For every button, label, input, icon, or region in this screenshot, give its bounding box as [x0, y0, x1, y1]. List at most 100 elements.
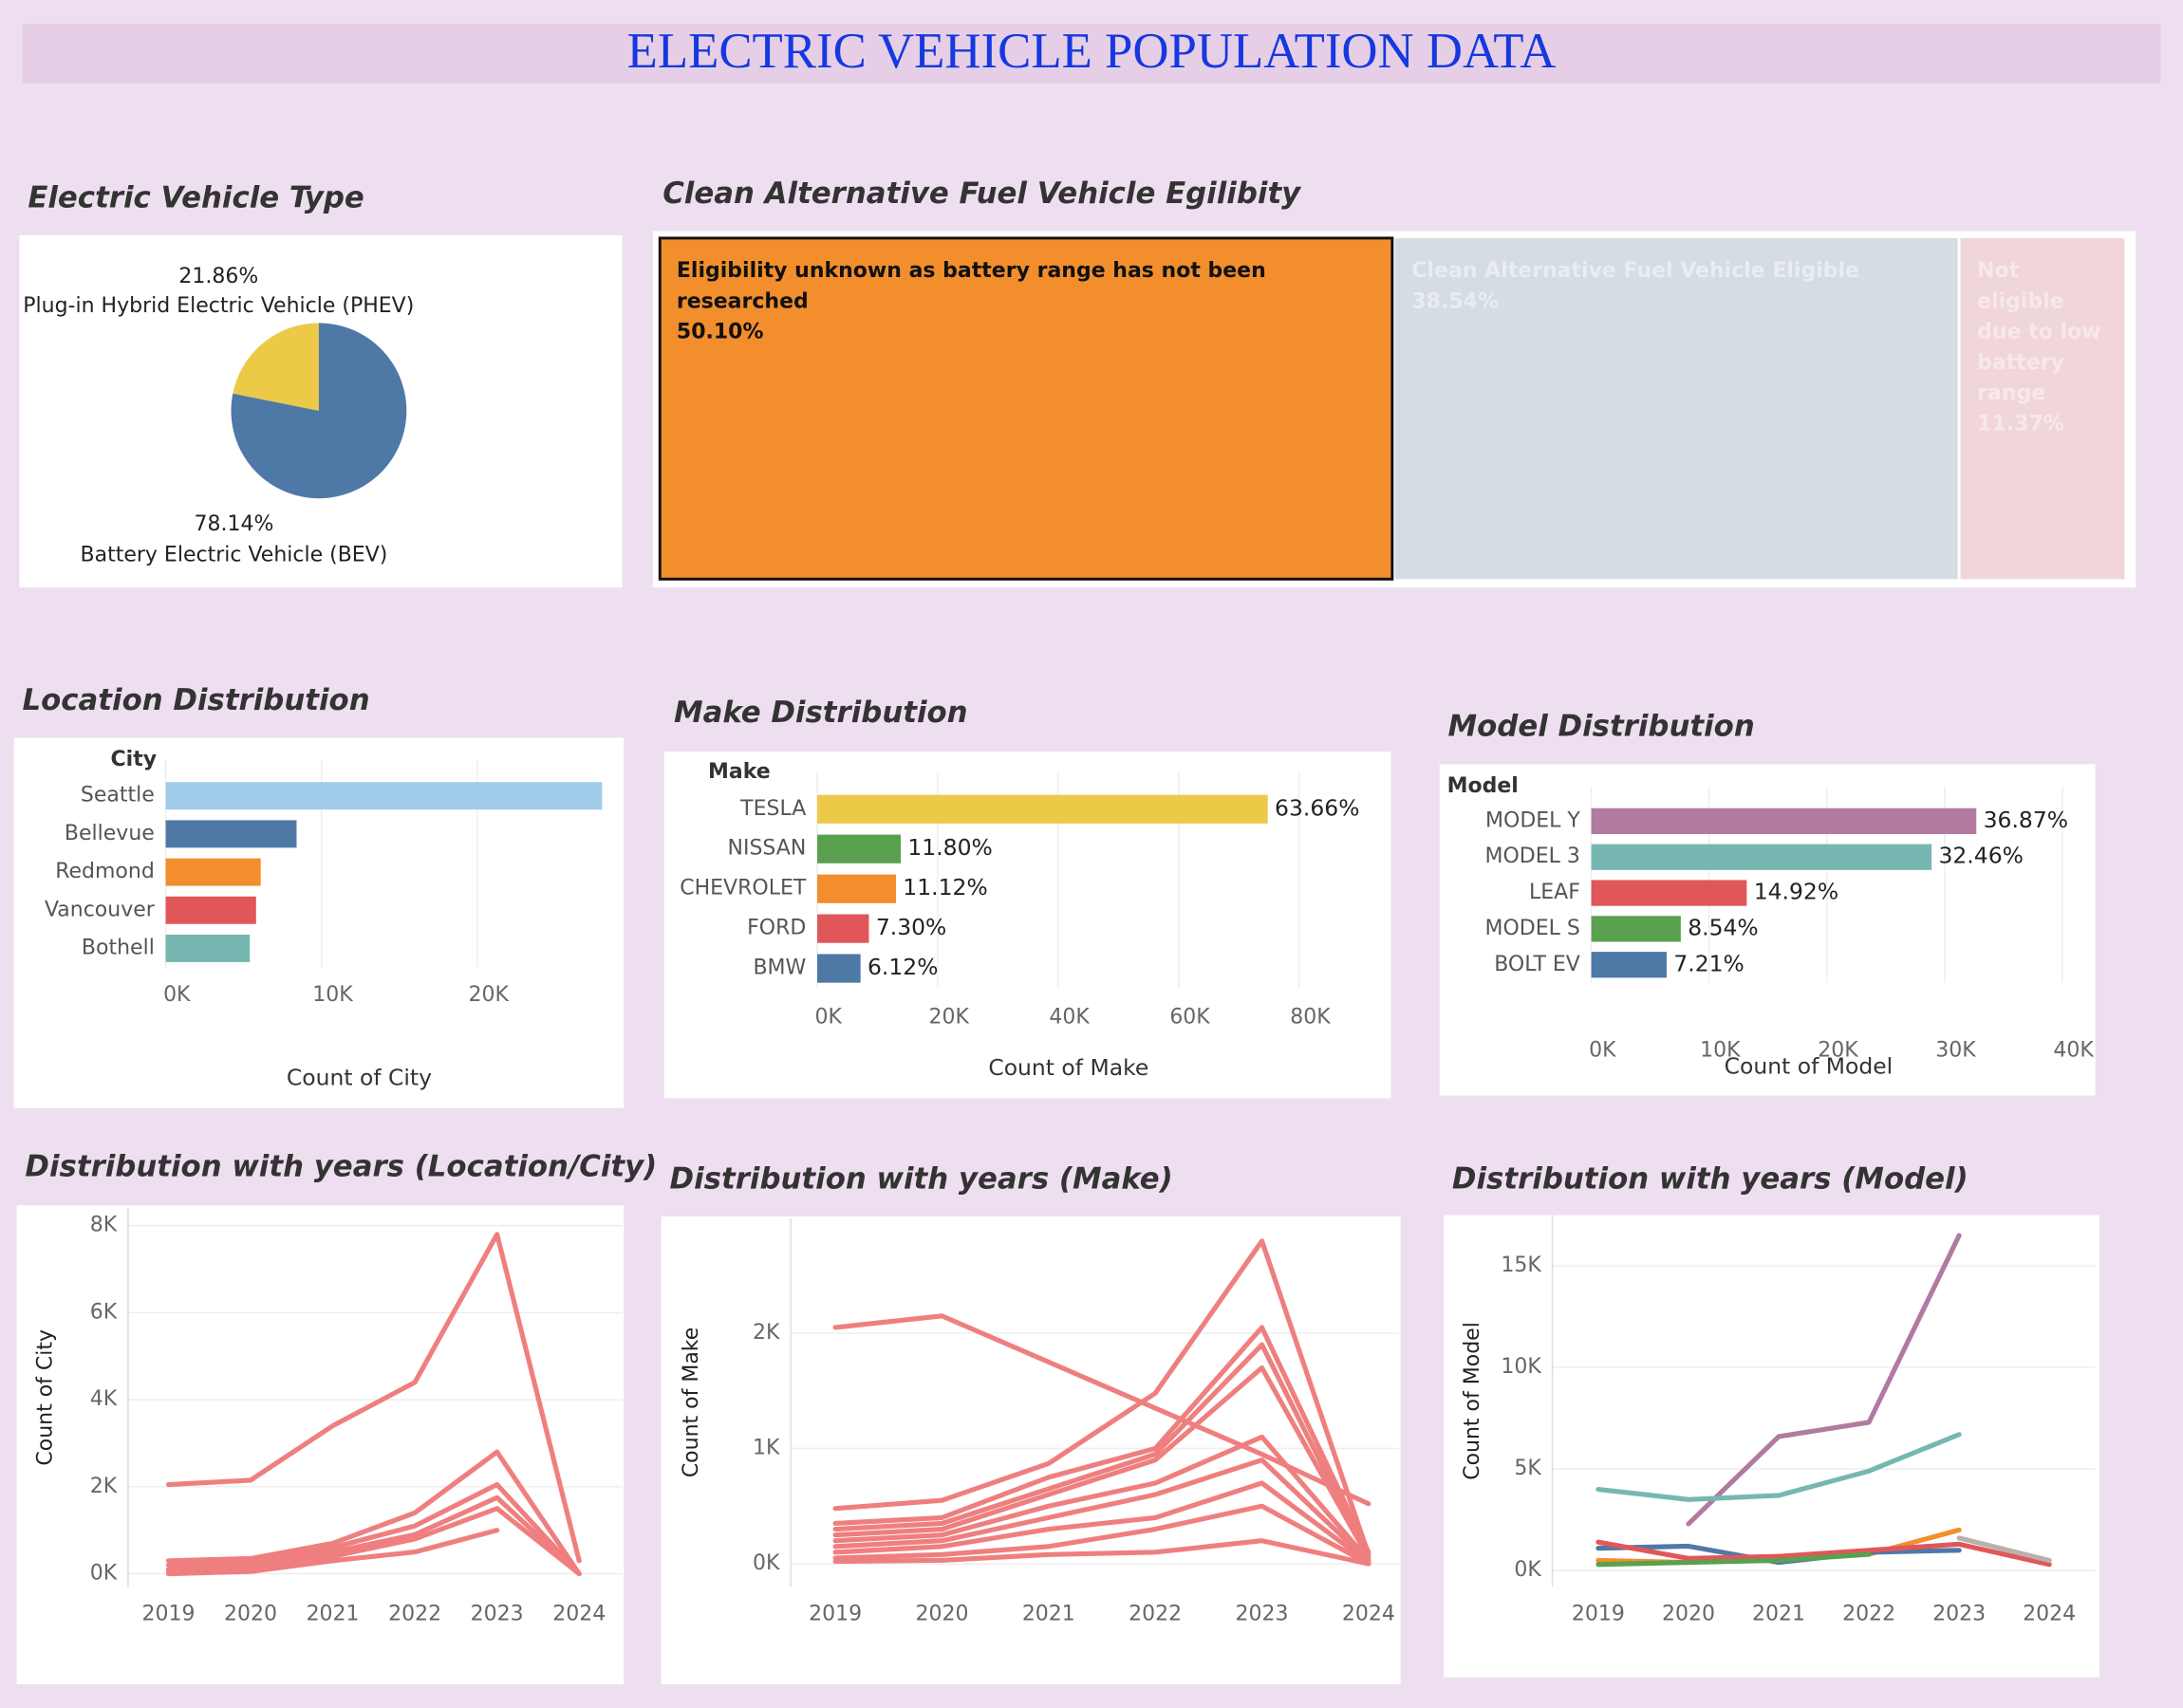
x-tick-label: 60K — [1169, 1005, 1210, 1029]
category-label: Bellevue — [65, 822, 155, 845]
x-tick-label: 2023 — [1236, 1603, 1289, 1626]
treemap-label: Clean Alternative Fuel Vehicle Eligible 3… — [1395, 238, 1958, 579]
line-series — [832, 1538, 1371, 1567]
bar — [165, 934, 251, 962]
line-series — [165, 1494, 582, 1577]
y-axis-label: Count of City — [33, 1329, 57, 1466]
line-series — [1956, 1535, 2052, 1564]
x-tick-label: 2023 — [471, 1603, 524, 1626]
line-series — [832, 1365, 1371, 1561]
y-axis-header: Model — [1447, 774, 1519, 798]
x-tick-label: 20K — [1818, 1039, 1858, 1063]
category-label: BMW — [753, 956, 806, 980]
y-axis-label: Count of Make — [680, 1327, 703, 1477]
line-series — [832, 1325, 1371, 1555]
panel-title: Clean Alternative Fuel Vehicle Egilibity — [662, 176, 1302, 211]
category-label: FORD — [747, 917, 806, 940]
y-tick-label: 15K — [1501, 1253, 1541, 1277]
y-tick-label: 0K — [1514, 1558, 1541, 1582]
treemap-label-box: Not eligible due to low battery range 11.… — [1961, 238, 2125, 579]
x-tick-label: 2024 — [552, 1603, 606, 1626]
treemap-label-box: Clean Alternative Fuel Vehicle Eligible 3… — [1395, 238, 1958, 579]
bar — [165, 896, 256, 924]
bar — [165, 858, 261, 886]
panel-title: Model Distribution — [1448, 710, 1755, 744]
x-tick-label: 20K — [928, 1005, 969, 1029]
line-series — [165, 1232, 582, 1564]
y-tick-label: 1K — [753, 1437, 780, 1460]
y-tick-label: 5K — [1514, 1457, 1541, 1480]
slice-label: Plug-in Hybrid Electric Vehicle (PHEV) — [23, 294, 414, 318]
bar — [817, 834, 902, 863]
x-tick-label: 0K — [815, 1005, 843, 1029]
value-label: 14.92% — [1754, 879, 1838, 905]
category-label: Seattle — [81, 784, 155, 808]
x-tick-label: 80K — [1290, 1005, 1331, 1029]
treemap-cell — [1960, 237, 2125, 580]
bar — [1591, 808, 1977, 835]
line-series — [165, 1481, 582, 1577]
value-label: 6.12% — [868, 954, 939, 980]
bar — [165, 820, 297, 848]
bar — [1591, 880, 1747, 906]
line-series — [832, 1457, 1371, 1565]
x-tick-label: 2021 — [1752, 1603, 1805, 1626]
cell-category: Not eligible due to low battery range — [1977, 257, 2101, 405]
value-label: 21.86% — [178, 265, 258, 288]
x-axis-label: Count of City — [287, 1064, 432, 1090]
y-tick-label: 2K — [753, 1321, 780, 1345]
x-tick-label: 10K — [312, 983, 353, 1007]
x-tick-label: 2021 — [307, 1603, 360, 1626]
dashboard-title: ELECTRIC VEHICLE POPULATION DATA — [627, 24, 1557, 79]
category-label: Vancouver — [45, 898, 156, 921]
treemap-cell — [658, 236, 1394, 581]
cell-value: 11.37% — [1977, 410, 2064, 436]
category-label: MODEL 3 — [1484, 845, 1579, 868]
value-label: 7.21% — [1673, 950, 1745, 976]
category-label: MODEL Y — [1485, 808, 1580, 832]
category-label: NISSAN — [728, 837, 807, 861]
value-label: 36.87% — [1984, 807, 2068, 833]
bar — [1591, 916, 1681, 942]
panel — [661, 1216, 1401, 1684]
x-tick-label: 2023 — [1932, 1603, 1986, 1626]
x-tick-label: 30K — [1935, 1039, 1976, 1063]
category-label: CHEVROLET — [680, 877, 807, 900]
line-series — [165, 1528, 500, 1577]
x-tick-label: 10K — [1700, 1039, 1741, 1063]
line-series — [832, 1480, 1371, 1566]
line-series — [832, 1503, 1371, 1567]
panel — [16, 1205, 625, 1684]
category-label: LEAF — [1529, 881, 1580, 904]
y-axis-header: Make — [708, 760, 771, 784]
y-axis-label: Count of Model — [1461, 1322, 1484, 1480]
x-axis-label: Count of Make — [988, 1054, 1148, 1081]
x-axis-label: Count of Model — [1725, 1053, 1894, 1080]
pie-slice — [231, 323, 407, 499]
cell-value: 50.10% — [676, 319, 764, 344]
panel-title: Make Distribution — [674, 696, 968, 730]
value-label: 7.30% — [876, 914, 947, 940]
x-tick-label: 2020 — [224, 1603, 277, 1626]
x-tick-label: 2020 — [1662, 1603, 1715, 1626]
x-tick-label: 2019 — [809, 1603, 862, 1626]
x-tick-label: 2020 — [915, 1603, 968, 1626]
x-tick-label: 0K — [163, 983, 191, 1007]
panel-title: Electric Vehicle Type — [28, 180, 364, 214]
y-tick-label: 6K — [90, 1300, 118, 1324]
line-series — [1595, 1432, 1962, 1502]
panel-title: Distribution with years (Model) — [1452, 1161, 1968, 1196]
value-label: 32.46% — [1938, 843, 2023, 869]
bar — [1591, 952, 1667, 978]
treemap-label: Not eligible due to low battery range 11.… — [1961, 238, 2125, 579]
line-series — [832, 1342, 1371, 1561]
x-tick-label: 2021 — [1022, 1603, 1075, 1626]
value-label: 11.12% — [903, 874, 987, 900]
treemap-label: Eligibility unknown as battery range has… — [660, 238, 1392, 579]
x-tick-label: 2022 — [1842, 1603, 1895, 1626]
x-tick-label: 2022 — [388, 1603, 441, 1626]
category-label: TESLA — [739, 797, 806, 821]
x-tick-label: 2019 — [1572, 1603, 1625, 1626]
